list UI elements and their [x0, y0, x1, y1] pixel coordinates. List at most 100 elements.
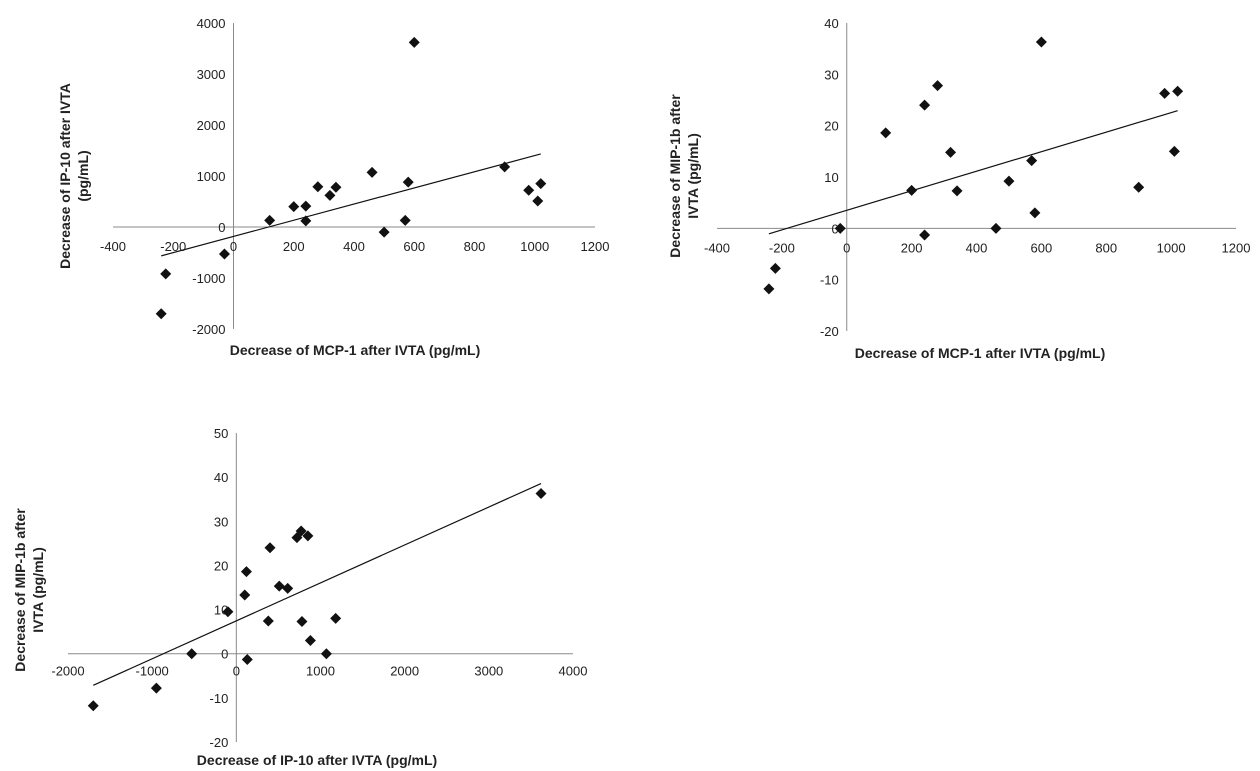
- data-point: [320, 648, 332, 660]
- x-tick-label: 800: [464, 239, 486, 254]
- x-axis-title: Decrease of IP-10 after IVTA (pg/mL): [197, 752, 437, 768]
- x-tick-label: 3000: [474, 664, 503, 679]
- y-tick-label: 20: [824, 119, 838, 134]
- y-axis-title-line: (pg/mL): [75, 150, 91, 201]
- data-point: [262, 615, 274, 627]
- data-point: [932, 80, 944, 92]
- data-point: [160, 268, 172, 280]
- data-point: [1159, 87, 1171, 99]
- x-tick-label: 600: [403, 239, 425, 254]
- data-point: [1168, 145, 1180, 157]
- x-tick-label: -200: [160, 239, 186, 254]
- x-tick-label: 400: [343, 239, 365, 254]
- y-tick-label: 20: [214, 558, 228, 573]
- data-point: [990, 222, 1002, 234]
- data-point: [150, 682, 162, 694]
- data-point: [273, 580, 285, 592]
- data-point: [1133, 181, 1145, 193]
- data-point: [240, 566, 252, 578]
- data-point: [535, 487, 547, 499]
- data-point: [378, 226, 390, 238]
- data-point: [834, 222, 846, 234]
- data-point: [402, 176, 414, 188]
- data-point: [222, 606, 234, 618]
- y-tick-label: -10: [210, 691, 229, 706]
- data-point: [1003, 175, 1015, 187]
- data-point: [264, 214, 276, 226]
- x-tick-label: 1200: [581, 239, 610, 254]
- data-point: [535, 178, 547, 190]
- y-tick-label: -20: [820, 324, 839, 339]
- x-tick-label: 0: [233, 664, 240, 679]
- x-tick-label: 2000: [390, 664, 419, 679]
- y-tick-label: 4000: [197, 16, 226, 31]
- data-point: [880, 127, 892, 139]
- data-point: [1035, 36, 1047, 48]
- y-tick-label: 40: [824, 16, 838, 31]
- data-point: [532, 195, 544, 207]
- x-tick-label: -200: [769, 240, 795, 255]
- y-axis-title-line: Decrease of MIP-1b after: [667, 94, 683, 258]
- data-point: [763, 283, 775, 295]
- y-tick-label: -10: [820, 273, 839, 288]
- x-tick-label: 4000: [559, 664, 588, 679]
- data-point: [951, 185, 963, 197]
- trendline: [93, 482, 542, 686]
- data-point: [919, 99, 931, 111]
- x-tick-label: 800: [1095, 240, 1117, 255]
- data-point: [1029, 207, 1041, 219]
- data-point: [324, 189, 336, 201]
- x-tick-label: 200: [283, 239, 305, 254]
- data-point: [906, 184, 918, 196]
- y-tick-label: 0: [218, 220, 225, 235]
- y-tick-label: 2000: [197, 118, 226, 133]
- data-point: [288, 201, 300, 213]
- y-tick-label: 0: [832, 221, 839, 236]
- y-tick-label: 10: [824, 170, 838, 185]
- x-tick-label: -400: [100, 239, 126, 254]
- x-tick-label: 1000: [1157, 240, 1186, 255]
- y-tick-label: 30: [214, 514, 228, 529]
- y-tick-label: 30: [824, 67, 838, 82]
- x-tick-label: -2000: [51, 664, 84, 679]
- data-point: [523, 184, 535, 196]
- y-axis-title: Decrease of MIP-1b after IVTA (pg/mL): [12, 508, 46, 672]
- y-tick-label: -2000: [192, 322, 225, 337]
- data-point: [304, 634, 316, 646]
- x-tick-label: 600: [1031, 240, 1053, 255]
- y-tick-label: -20: [210, 735, 229, 750]
- data-point: [87, 700, 99, 712]
- x-tick-label: 200: [901, 240, 923, 255]
- data-point: [330, 181, 342, 193]
- data-point: [300, 215, 312, 227]
- data-point: [264, 542, 276, 554]
- x-tick-label: 0: [230, 239, 237, 254]
- x-tick-label: 0: [843, 240, 850, 255]
- chart-ip10-vs-mip1b: -2000 -1000 0 1000 2000 3000 4000-20-100102030…: [12, 426, 587, 768]
- y-tick-label: -1000: [192, 271, 225, 286]
- data-point: [241, 653, 253, 665]
- y-axis-title-line: IVTA (pg/mL): [30, 547, 46, 633]
- y-axis-title-line: Decrease of MIP-1b after: [12, 508, 28, 672]
- data-point: [919, 229, 931, 241]
- data-point: [1172, 85, 1184, 97]
- data-point: [239, 589, 251, 601]
- data-point: [186, 648, 198, 660]
- data-point: [1026, 155, 1038, 167]
- data-point: [295, 525, 307, 537]
- x-axis-title: Decrease of MCP-1 after IVTA (pg/mL): [230, 342, 481, 358]
- y-tick-label: 40: [214, 470, 228, 485]
- data-point: [300, 200, 312, 212]
- chart-mcp1-vs-mip1b: -400 -200 0 200 400 600 800 1000 1200 -20 -10 0 10 20…: [667, 16, 1250, 361]
- trendline: [161, 153, 541, 257]
- y-axis-title: Decrease of MIP-1b after IVTA (pg/mL): [667, 94, 701, 258]
- x-tick-label: 1000: [306, 664, 335, 679]
- x-tick-label: 1200: [1222, 240, 1251, 255]
- data-point: [330, 612, 342, 624]
- y-axis-title: Decrease of IP-10 after IVTA (pg/mL): [57, 83, 91, 269]
- y-tick-label: 0: [221, 647, 228, 662]
- data-point: [282, 582, 294, 594]
- data-point: [296, 615, 308, 627]
- y-tick-label: 1000: [197, 169, 226, 184]
